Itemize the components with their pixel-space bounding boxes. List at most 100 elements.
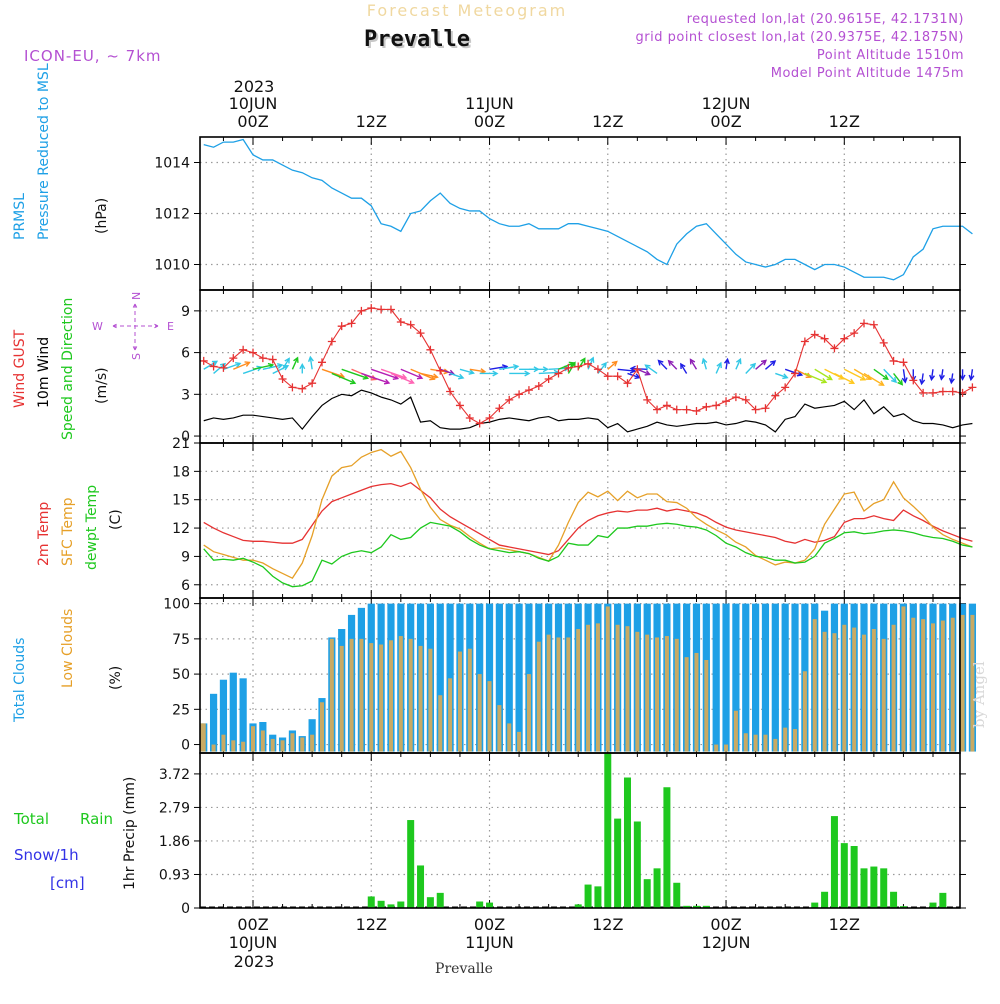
- wind-arrow-head: [657, 359, 664, 366]
- wind-arrow-shaft: [380, 368, 407, 379]
- wind-arrow-shaft: [920, 373, 924, 384]
- wind-arrow-head: [468, 369, 475, 375]
- y-tick-label: 1014: [154, 156, 190, 172]
- wind-gust-marker: [268, 355, 277, 364]
- unit-percent: (%): [108, 666, 124, 690]
- wind-arrow-head: [416, 373, 424, 380]
- wind-arrow: [814, 368, 833, 381]
- low-cloud-bar: [359, 638, 364, 752]
- wind-arrow-shaft: [469, 368, 485, 373]
- wind-gust-marker: [682, 405, 691, 414]
- wind-arrow-shaft: [902, 369, 907, 383]
- total-cloud-bar: [722, 603, 730, 752]
- wind-arrow-shaft: [804, 372, 827, 383]
- wind-arrow-head: [901, 377, 908, 384]
- low-cloud-bar: [674, 638, 679, 752]
- panel-wind: 0 3 6 9: [181, 290, 966, 445]
- precip-bar: [899, 906, 907, 908]
- low-cloud-bar: [871, 629, 876, 752]
- low-cloud-bar: [595, 623, 600, 752]
- compass-s: S: [130, 353, 143, 360]
- precip-bar: [673, 882, 681, 908]
- wind-arrow-shaft: [499, 365, 519, 370]
- bottom-hour-label: 12Z: [592, 915, 623, 934]
- bottom-hour-label: 00Z: [474, 915, 505, 934]
- low-cloud-bar: [822, 631, 827, 752]
- precip-bar: [417, 865, 425, 908]
- low-cloud-bar: [329, 638, 334, 752]
- low-cloud-bar: [783, 727, 788, 752]
- bottom-hour-label: 12Z: [356, 915, 387, 934]
- wind-arrow: [307, 355, 314, 370]
- wind-arrow-shaft: [597, 362, 607, 374]
- wind-arrow-shaft: [853, 368, 872, 380]
- low-cloud-bar: [773, 738, 778, 752]
- precip-bar: [890, 891, 898, 908]
- wind-gust-marker: [968, 383, 977, 392]
- wind-arrow-head: [891, 377, 898, 384]
- precip-bar: [702, 905, 710, 908]
- wind-arrow-shaft: [794, 368, 811, 378]
- watermark: by Angel: [970, 661, 988, 728]
- low-cloud-bar: [260, 730, 265, 752]
- low-cloud-bar: [724, 744, 729, 752]
- wind-gust-marker: [317, 358, 326, 367]
- low-cloud-bar: [487, 681, 492, 752]
- wind-gust-marker: [377, 305, 386, 314]
- wind-arrow-head: [897, 379, 904, 386]
- wind-arrow-shaft: [459, 368, 474, 374]
- wind-arrow-shaft: [420, 372, 438, 378]
- wind-gust-marker: [199, 356, 208, 365]
- top-date-label: 10JUN: [229, 94, 278, 113]
- wind-arrow: [948, 373, 955, 385]
- precip-bar: [426, 897, 434, 908]
- ylabel-pressure: Pressure Reduced to MSL: [36, 63, 52, 240]
- wind-arrow-shaft: [558, 362, 575, 370]
- top-date-label: 12JUN: [702, 94, 751, 113]
- wind-arrow-head: [948, 377, 955, 385]
- wind-arrow-head: [542, 366, 550, 373]
- ylabel-dewpt-temp: dewpt Temp: [84, 485, 100, 570]
- wind-arrow-head: [820, 377, 828, 384]
- legend-total: Total: [13, 810, 49, 828]
- panel-temperature: 6 9 12 15 18 21: [172, 436, 966, 598]
- low-cloud-bar: [231, 740, 236, 752]
- low-cloud-bar: [507, 723, 512, 752]
- wind-arrow-shaft: [400, 368, 423, 379]
- bottom-date-label: 12JUN: [702, 933, 751, 952]
- wind-gust-marker: [416, 329, 425, 338]
- wind-arrow-head: [782, 373, 789, 380]
- wind-arrow: [901, 369, 908, 384]
- unit-ms: (m/s): [94, 367, 110, 404]
- y-tick-label: 2.79: [159, 800, 190, 816]
- low-cloud-bar: [438, 695, 443, 752]
- low-cloud-bar: [300, 737, 305, 752]
- precip-bar: [436, 892, 444, 908]
- wind-gust-marker: [623, 379, 632, 388]
- clouds-series: [200, 603, 977, 752]
- wind-arrow-shaft: [784, 368, 803, 376]
- wind-gust-marker: [278, 375, 287, 384]
- wind-arrow: [509, 370, 531, 377]
- wind-arrow-shaft: [645, 364, 658, 375]
- wind-arrow-head: [512, 363, 520, 370]
- wind-arrow-head: [859, 375, 867, 381]
- wind-arrow-head: [735, 357, 742, 365]
- y-tick-label: 100: [163, 597, 190, 613]
- wind-arrow-head: [716, 361, 722, 369]
- panels: 10101012101403696912151821025507510000.9…: [12, 63, 977, 917]
- wind-arrow: [538, 369, 560, 376]
- wind-gust-marker: [850, 329, 859, 338]
- wind-arrow: [390, 372, 415, 385]
- top-year: 2023: [234, 77, 275, 96]
- total-cloud-bar: [485, 603, 494, 752]
- wind-arrow: [689, 358, 698, 370]
- wind-arrow-shaft: [814, 368, 833, 381]
- wind-gust-marker: [544, 375, 553, 384]
- wind-arrow-head: [959, 374, 966, 381]
- legend-cm: [cm]: [50, 874, 85, 892]
- precip-bar: [377, 900, 385, 908]
- y-tick-label: 25: [172, 702, 190, 718]
- wind-gust-marker: [357, 306, 366, 315]
